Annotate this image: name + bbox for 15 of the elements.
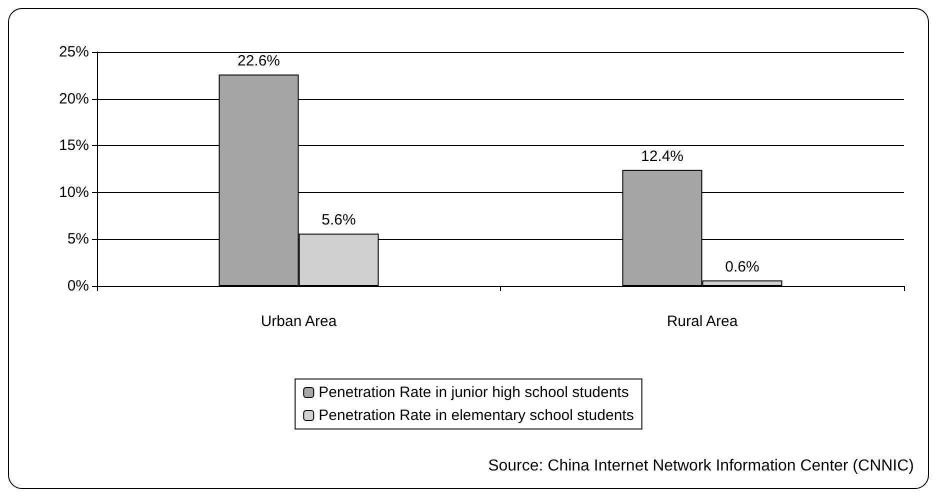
y-tick-label: 10% xyxy=(58,184,89,201)
data-label: 0.6% xyxy=(725,258,760,276)
y-tick-label: 15% xyxy=(58,137,89,154)
source-note: Source: China Internet Network Information Center (CNNIC) xyxy=(488,458,914,474)
legend-label: Penetration Rate in junior high school students xyxy=(318,384,629,401)
y-tick-label: 0% xyxy=(67,278,89,294)
data-label: 22.6% xyxy=(237,52,280,70)
y-tick-label: 20% xyxy=(58,90,89,108)
legend-label: Penetration Rate in elementary school students xyxy=(318,407,634,424)
y-tick-label: 5% xyxy=(67,230,89,248)
x-tick-label: Urban Area xyxy=(260,313,338,330)
y-tick-label: 25% xyxy=(58,44,89,60)
data-label: 5.6% xyxy=(322,212,356,229)
x-tick-label: Rural Area xyxy=(666,313,738,330)
data-label: 12.4% xyxy=(640,148,684,165)
